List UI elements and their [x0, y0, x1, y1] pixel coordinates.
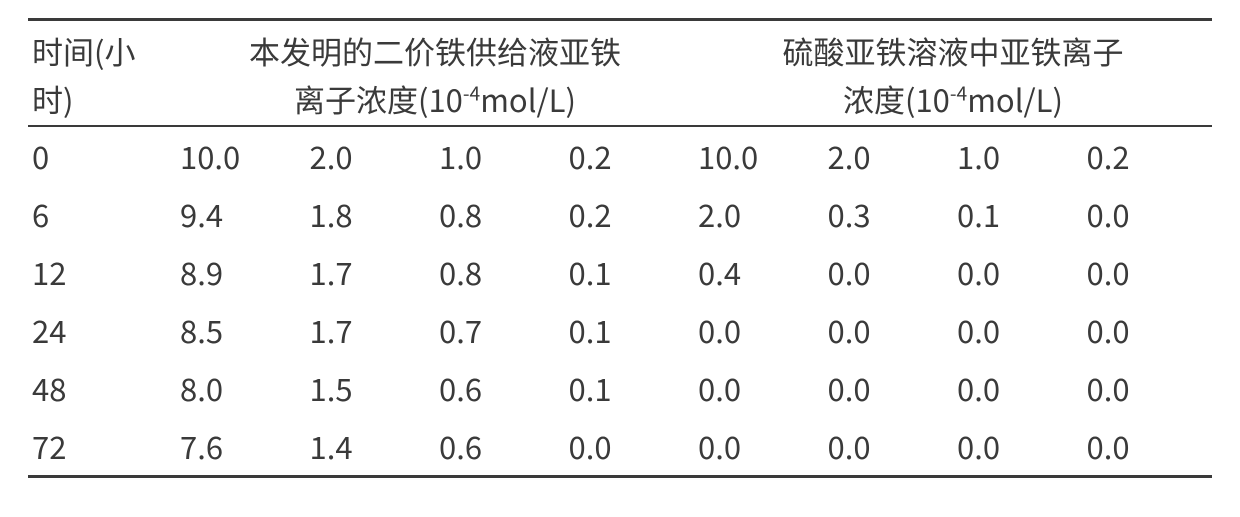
cell-a2: 1.7 — [306, 243, 436, 301]
cell-b2: 0.0 — [824, 301, 954, 359]
header-group-a-line1: 本发明的二价铁供给液亚铁 — [249, 28, 621, 73]
cell-b1: 0.4 — [694, 243, 824, 301]
cell-b2: 0.0 — [824, 359, 954, 417]
cell-a1: 8.9 — [176, 243, 306, 301]
cell-a1: 8.0 — [176, 359, 306, 417]
cell-a2: 1.5 — [306, 359, 436, 417]
header-time-line2: 时) — [32, 76, 73, 121]
table-row: 24 8.5 1.7 0.7 0.1 0.0 0.0 0.0 0.0 — [28, 301, 1212, 359]
cell-a3: 0.6 — [435, 417, 565, 477]
header-group-b-sup: -4 — [950, 79, 967, 107]
cell-a2: 2.0 — [306, 126, 436, 185]
header-time: 时间(小 时) — [28, 20, 176, 126]
cell-b1: 0.0 — [694, 417, 824, 477]
cell-time: 72 — [28, 417, 176, 477]
header-group-b-line1: 硫酸亚铁溶液中亚铁离子 — [783, 28, 1124, 73]
cell-a1: 7.6 — [176, 417, 306, 477]
header-group-a-line2-post: mol/L) — [480, 76, 576, 121]
cell-b4: 0.0 — [1083, 185, 1213, 243]
ferrous-ion-table: 时间(小 时) 本发明的二价铁供给液亚铁 离子浓度(10-4mol/L) 硫酸亚… — [28, 18, 1212, 478]
cell-b4: 0.0 — [1083, 301, 1213, 359]
cell-b4: 0.0 — [1083, 417, 1213, 477]
cell-b3: 0.0 — [953, 359, 1083, 417]
data-table-container: 时间(小 时) 本发明的二价铁供给液亚铁 离子浓度(10-4mol/L) 硫酸亚… — [0, 0, 1240, 517]
table-row: 0 10.0 2.0 1.0 0.2 10.0 2.0 1.0 0.2 — [28, 126, 1212, 185]
cell-time: 12 — [28, 243, 176, 301]
cell-b4: 0.0 — [1083, 359, 1213, 417]
cell-b1: 0.0 — [694, 359, 824, 417]
header-group-b-line2-post: mol/L) — [967, 76, 1063, 121]
cell-b1: 10.0 — [694, 126, 824, 185]
cell-a4: 0.1 — [565, 359, 695, 417]
header-group-b: 硫酸亚铁溶液中亚铁离子 浓度(10-4mol/L) — [694, 20, 1212, 126]
table-row: 48 8.0 1.5 0.6 0.1 0.0 0.0 0.0 0.0 — [28, 359, 1212, 417]
cell-b2: 0.0 — [824, 417, 954, 477]
cell-b4: 0.2 — [1083, 126, 1213, 185]
cell-time: 6 — [28, 185, 176, 243]
cell-b1: 2.0 — [694, 185, 824, 243]
cell-a2: 1.4 — [306, 417, 436, 477]
table-body: 0 10.0 2.0 1.0 0.2 10.0 2.0 1.0 0.2 6 9.… — [28, 126, 1212, 477]
cell-b3: 0.0 — [953, 243, 1083, 301]
cell-a4: 0.0 — [565, 417, 695, 477]
cell-a4: 0.2 — [565, 185, 695, 243]
cell-b2: 2.0 — [824, 126, 954, 185]
cell-a1: 8.5 — [176, 301, 306, 359]
cell-b3: 0.1 — [953, 185, 1083, 243]
cell-a4: 0.2 — [565, 126, 695, 185]
cell-a1: 10.0 — [176, 126, 306, 185]
cell-a3: 0.8 — [435, 243, 565, 301]
table-row: 12 8.9 1.7 0.8 0.1 0.4 0.0 0.0 0.0 — [28, 243, 1212, 301]
cell-time: 0 — [28, 126, 176, 185]
header-group-a: 本发明的二价铁供给液亚铁 离子浓度(10-4mol/L) — [176, 20, 694, 126]
cell-a2: 1.7 — [306, 301, 436, 359]
cell-b3: 0.0 — [953, 301, 1083, 359]
cell-a3: 1.0 — [435, 126, 565, 185]
cell-time: 24 — [28, 301, 176, 359]
cell-a3: 0.6 — [435, 359, 565, 417]
table-row: 6 9.4 1.8 0.8 0.2 2.0 0.3 0.1 0.0 — [28, 185, 1212, 243]
cell-b2: 0.0 — [824, 243, 954, 301]
cell-a3: 0.7 — [435, 301, 565, 359]
header-time-line1: 时间(小 — [32, 28, 135, 73]
cell-b3: 0.0 — [953, 417, 1083, 477]
cell-a3: 0.8 — [435, 185, 565, 243]
cell-b2: 0.3 — [824, 185, 954, 243]
cell-a2: 1.8 — [306, 185, 436, 243]
cell-b3: 1.0 — [953, 126, 1083, 185]
cell-time: 48 — [28, 359, 176, 417]
header-group-a-sup: -4 — [463, 79, 480, 107]
cell-a4: 0.1 — [565, 301, 695, 359]
table-row: 72 7.6 1.4 0.6 0.0 0.0 0.0 0.0 0.0 — [28, 417, 1212, 477]
header-group-a-line2-pre: 离子浓度(10 — [294, 76, 463, 121]
cell-b1: 0.0 — [694, 301, 824, 359]
cell-a1: 9.4 — [176, 185, 306, 243]
table-header-row: 时间(小 时) 本发明的二价铁供给液亚铁 离子浓度(10-4mol/L) 硫酸亚… — [28, 20, 1212, 126]
cell-a4: 0.1 — [565, 243, 695, 301]
cell-b4: 0.0 — [1083, 243, 1213, 301]
header-group-b-line2-pre: 浓度(10 — [843, 76, 950, 121]
